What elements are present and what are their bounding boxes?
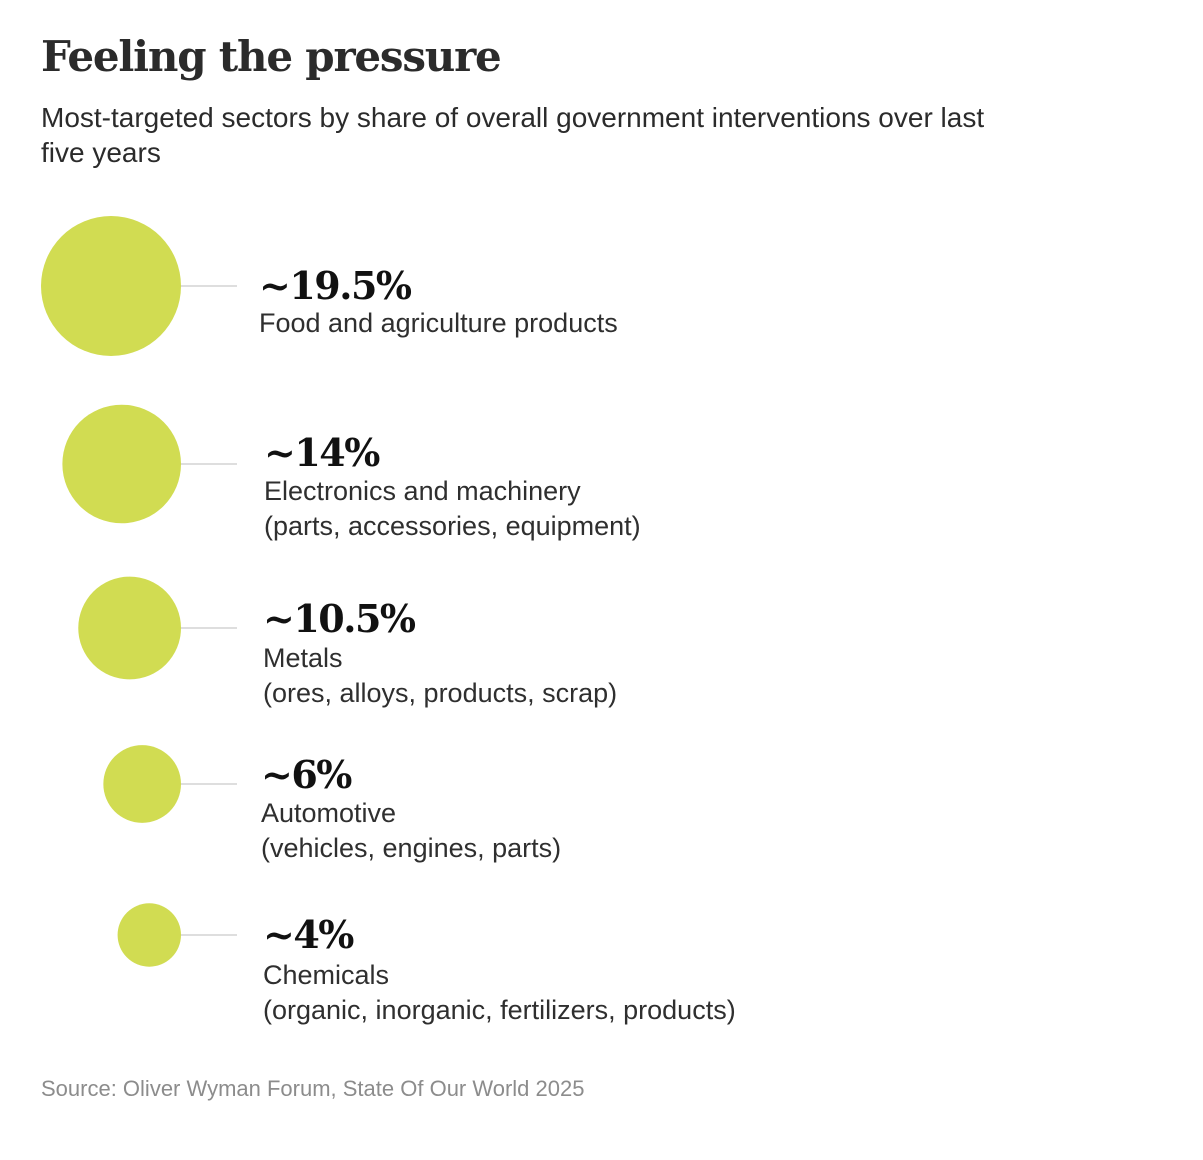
item-food-value: ~19.5% <box>259 263 412 308</box>
item-electronics-value: ~14% <box>264 430 380 475</box>
item-metals-detail: (ores, alloys, products, scrap) <box>263 678 618 708</box>
chart-subtitle: Most-targeted sectors by share of overal… <box>41 102 985 168</box>
item-chemicals-value: ~4% <box>263 912 354 957</box>
item-chemicals-detail: (organic, inorganic, fertilizers, produc… <box>263 995 736 1025</box>
item-electronics-label: Electronics and machinery <box>264 476 581 506</box>
item-food-label: Food and agriculture products <box>259 308 618 338</box>
bubble-chemicals <box>117 903 181 967</box>
bubble-electronics <box>62 404 182 524</box>
item-metals-label: Metals <box>263 643 343 673</box>
item-automotive-label: Automotive <box>261 798 397 828</box>
item-automotive-detail: (vehicles, engines, parts) <box>261 833 562 863</box>
bubble-metals <box>78 576 181 680</box>
item-metals-value: ~10.5% <box>263 596 416 641</box>
item-electronics-detail: (parts, accessories, equipment) <box>264 511 641 541</box>
source-note: Source: Oliver Wyman Forum, State Of Our… <box>41 1076 585 1101</box>
item-chemicals-label: Chemicals <box>263 960 390 990</box>
chart-title: Feeling the pressure <box>41 32 502 81</box>
item-automotive-value: ~6% <box>261 752 352 797</box>
bubble-automotive <box>103 745 181 823</box>
bubble-food <box>41 216 181 356</box>
